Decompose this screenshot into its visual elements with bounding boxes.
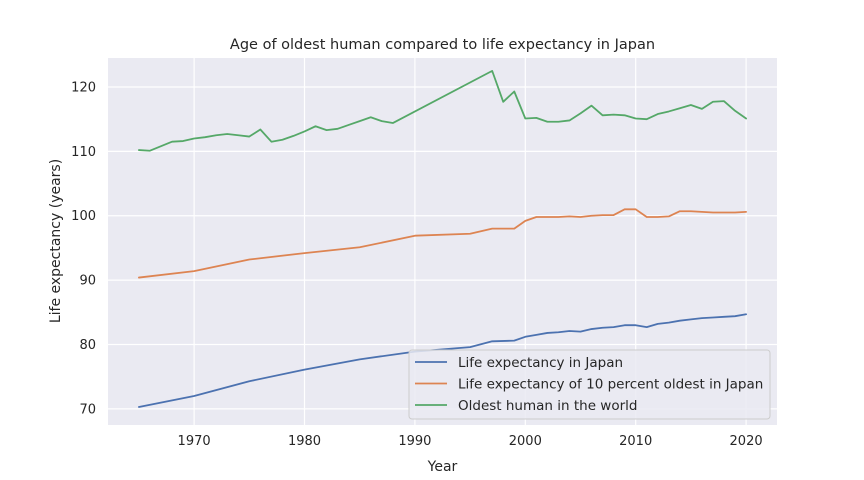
- chart-title: Age of oldest human compared to life exp…: [230, 37, 655, 53]
- legend-label: Life expectancy of 10 percent oldest in …: [458, 377, 763, 393]
- y-tick-label: 70: [79, 402, 96, 417]
- x-tick-label: 1990: [398, 434, 431, 449]
- series-line-3: [138, 69, 747, 152]
- legend-box: [408, 349, 771, 420]
- y-tick-label: 100: [71, 209, 96, 224]
- x-tick-labels: 1970 1980 1990 2000 2010 2020: [178, 434, 763, 449]
- legend-label: Oldest human in the world: [458, 398, 637, 414]
- y-tick-label: 90: [79, 274, 96, 289]
- series-line-2: [138, 208, 747, 279]
- x-tick-label: 2000: [509, 434, 542, 449]
- series-lines: [138, 69, 747, 408]
- x-tick-label: 2010: [619, 434, 652, 449]
- y-tick-label: 120: [71, 80, 96, 95]
- y-tick-label: 80: [79, 338, 96, 353]
- series-line-1: [138, 313, 747, 408]
- y-tick-labels: 70 80 90 100 110 120: [71, 80, 96, 417]
- x-tick-label: 1970: [178, 434, 211, 449]
- x-tick-label: 2020: [730, 434, 763, 449]
- legend-label: Life expectancy in Japan: [458, 355, 623, 371]
- legend: Life expectancy in Japan Life expectancy …: [408, 349, 771, 420]
- x-tick-label: 1980: [288, 434, 321, 449]
- y-tick-label: 110: [71, 145, 96, 160]
- x-axis-label: Year: [427, 459, 458, 475]
- y-axis-label: Life expectancy (years): [48, 159, 64, 323]
